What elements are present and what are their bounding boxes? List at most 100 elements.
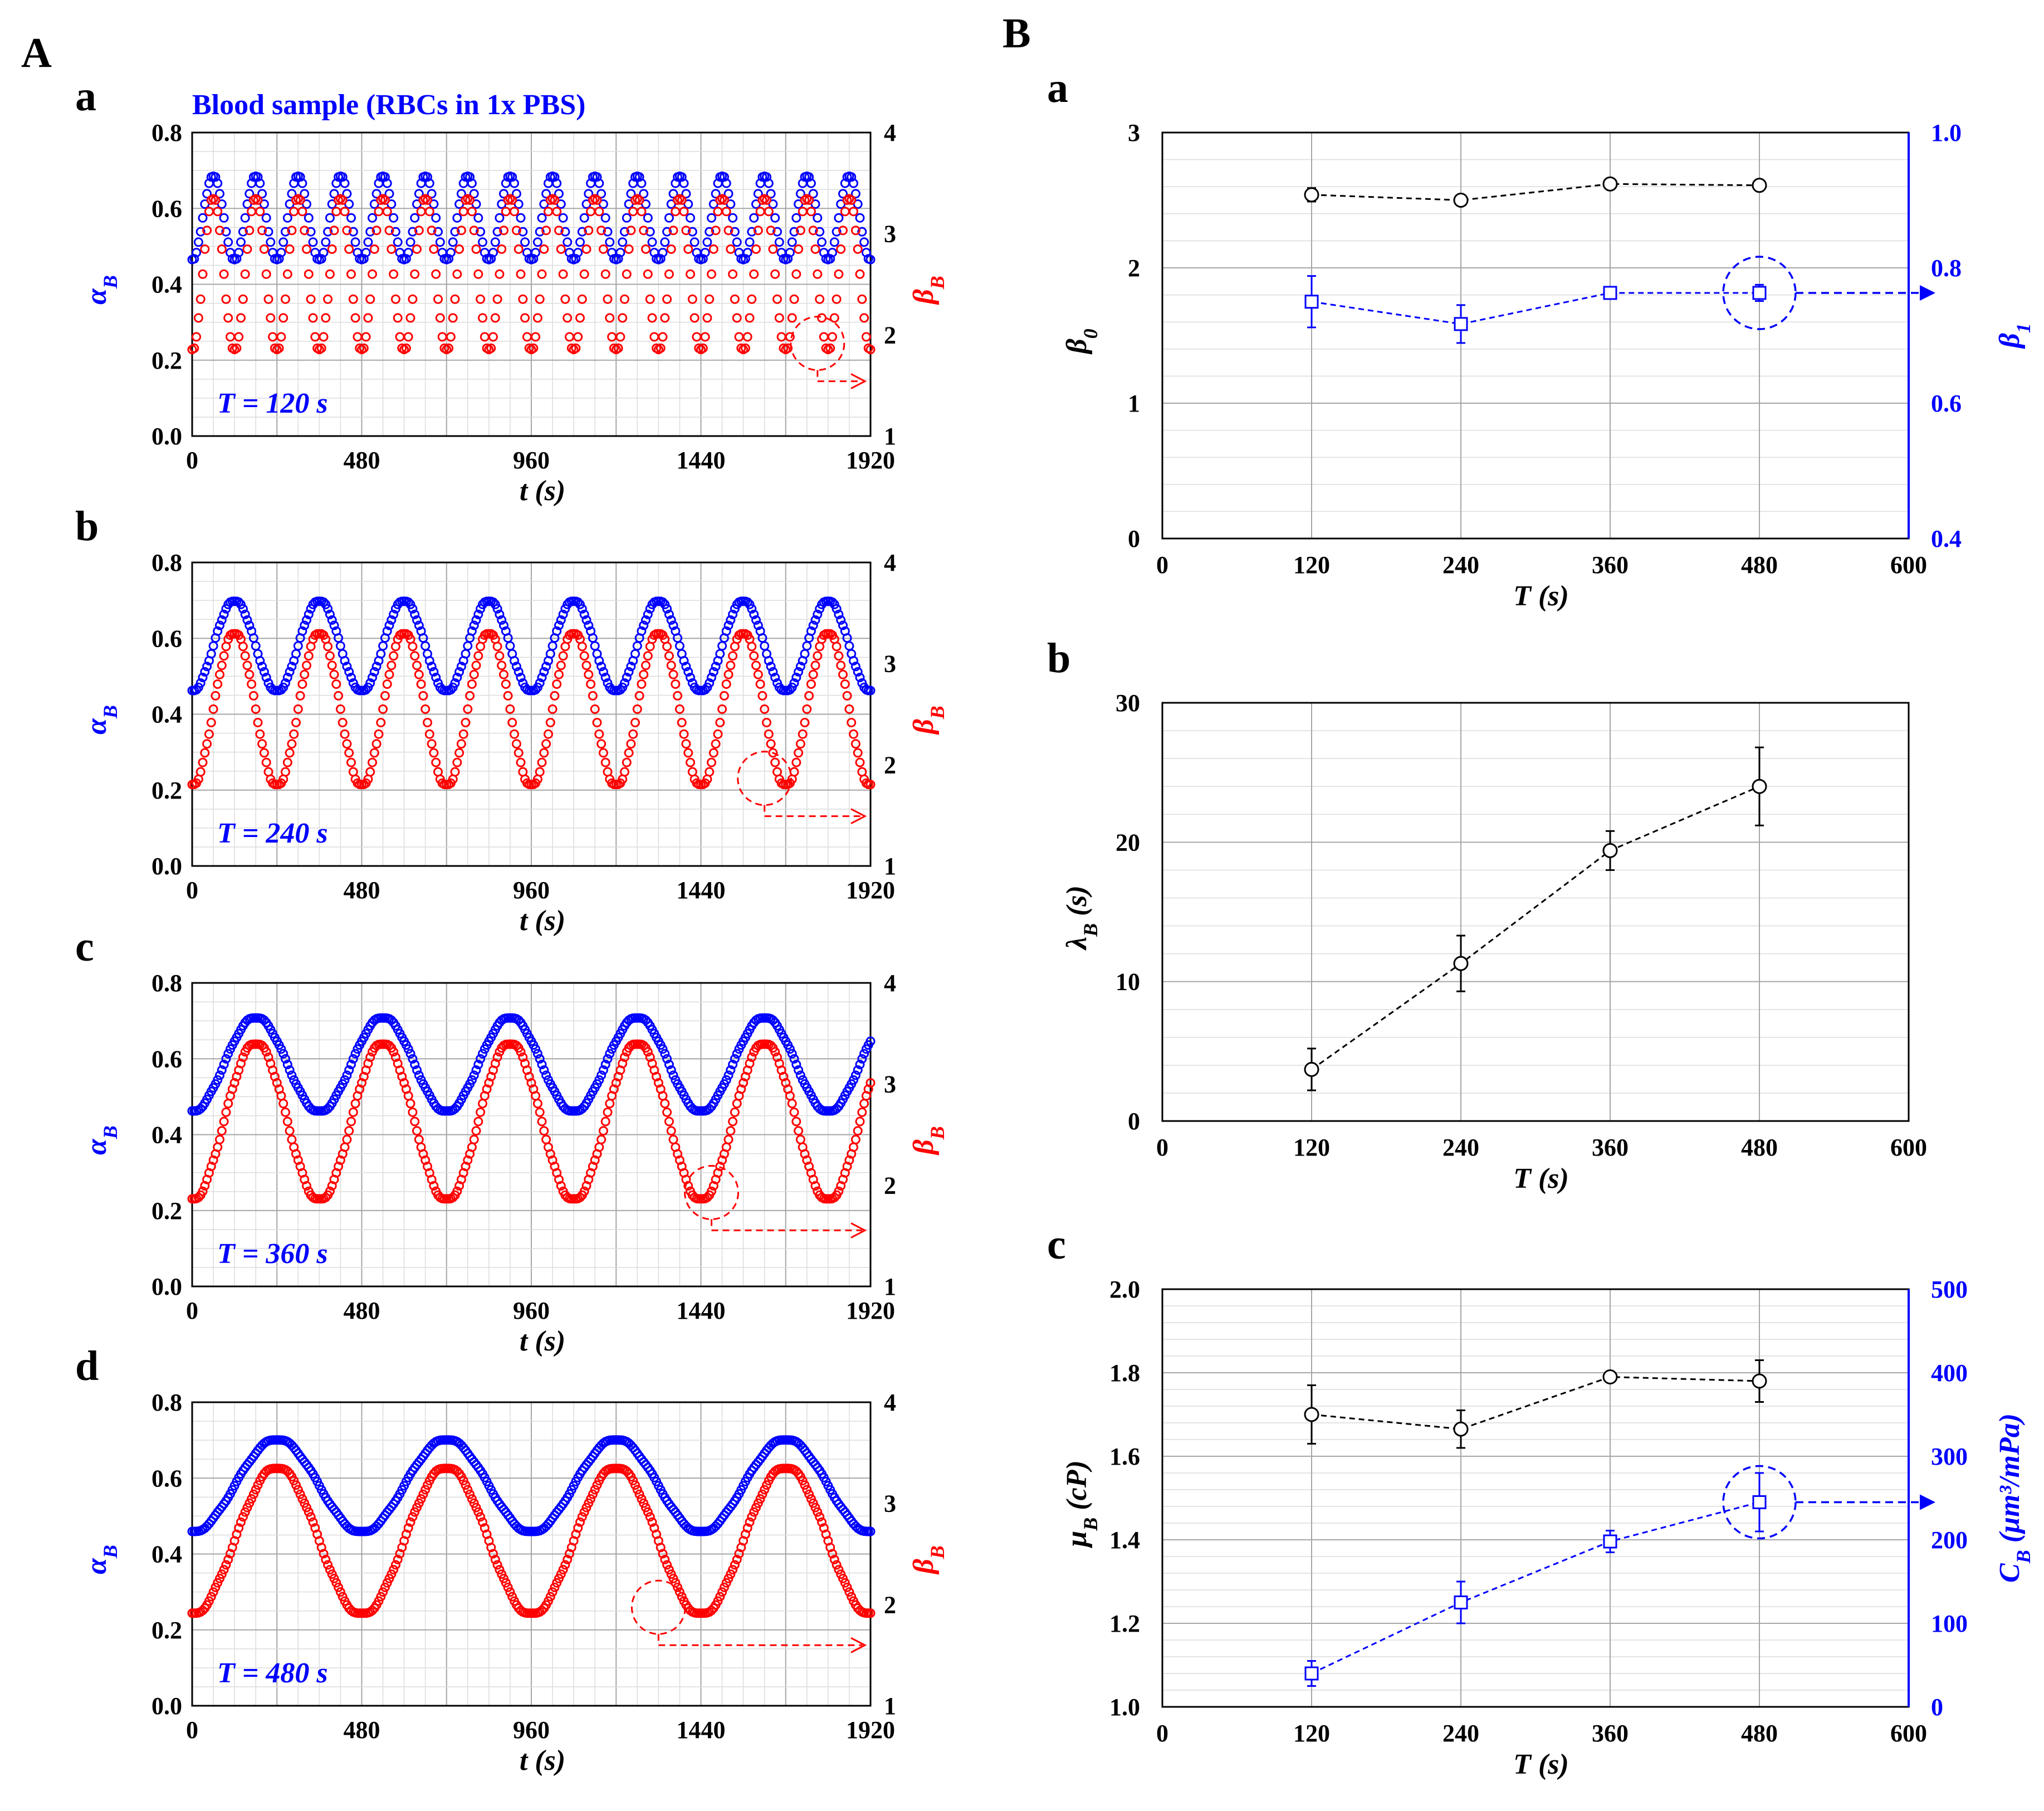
data-point	[1602, 1369, 1618, 1384]
data-point	[492, 1560, 502, 1570]
data-point	[1453, 193, 1469, 208]
data-point	[787, 313, 797, 323]
data-point	[446, 248, 456, 257]
x-tick-label: 0	[1156, 1720, 1168, 1747]
data-point	[390, 294, 400, 304]
data-point	[645, 294, 655, 304]
y-left-tick-label: 0.4	[151, 1541, 182, 1568]
y-left-tick-label: 1.4	[1109, 1526, 1140, 1554]
data-point	[755, 679, 765, 689]
data-point	[766, 1041, 776, 1050]
data-point	[713, 729, 723, 739]
data-point	[865, 1526, 876, 1536]
data-point	[297, 626, 307, 636]
data-point	[810, 660, 820, 670]
data-point	[637, 207, 647, 217]
data-point	[242, 615, 252, 625]
data-point	[785, 332, 795, 342]
data-point	[236, 1517, 246, 1527]
data-point	[666, 244, 676, 254]
data-point	[401, 343, 411, 353]
data-point	[573, 597, 583, 607]
data-point	[285, 748, 295, 758]
data-point	[584, 189, 594, 199]
x-axis-label: T (s)	[1513, 580, 1569, 612]
data-point	[323, 227, 333, 237]
data-point	[677, 1592, 687, 1602]
data-point	[304, 651, 314, 661]
data-point	[223, 1049, 233, 1059]
data-point	[1304, 295, 1319, 309]
data-point	[618, 313, 628, 323]
data-point	[581, 244, 591, 254]
data-point	[458, 729, 468, 739]
data-point	[389, 269, 399, 279]
data-point	[794, 748, 804, 758]
data-point	[789, 1107, 799, 1117]
x-tick-label: 960	[513, 1297, 550, 1324]
data-point	[732, 1099, 742, 1109]
data-point	[454, 244, 464, 254]
data-point	[596, 662, 607, 672]
subpanel-label: c	[1047, 1221, 1066, 1268]
data-point	[450, 227, 460, 237]
series-line	[1311, 183, 1760, 202]
data-point	[660, 1555, 670, 1564]
y-left-tick-label: 0.8	[151, 119, 182, 146]
data-point	[193, 313, 203, 323]
data-point	[437, 332, 447, 342]
data-point	[857, 294, 867, 304]
data-point	[410, 1117, 420, 1127]
data-point	[789, 227, 799, 237]
plot-frame	[1161, 702, 1910, 1122]
data-point	[476, 1054, 486, 1064]
data-point	[558, 269, 568, 279]
data-point	[836, 244, 846, 254]
data-point	[325, 1565, 335, 1575]
data-point	[389, 651, 399, 661]
chart-A-c: 0 480 960 1440 1920 0.0 0.2 0.4 0.6 0.8 1 2 3 4 t (s) α…	[75, 923, 948, 1357]
data-point	[558, 651, 568, 661]
data-point	[257, 1041, 267, 1050]
data-point	[732, 237, 742, 247]
data-point	[344, 667, 354, 677]
y-right-tick-label: 2	[884, 321, 896, 349]
data-point	[554, 189, 564, 199]
data-point	[849, 729, 858, 739]
data-point	[281, 227, 290, 237]
x-tick-label: 960	[513, 877, 550, 904]
data-point	[647, 313, 657, 323]
data-point	[259, 244, 269, 254]
data-point	[192, 248, 202, 257]
data-point	[223, 1555, 233, 1564]
data-point	[414, 669, 424, 679]
data-point	[1453, 956, 1469, 971]
data-point	[189, 343, 199, 353]
data-point	[723, 226, 734, 236]
data-point	[308, 1517, 318, 1527]
period-label: T = 360 s	[217, 1238, 328, 1270]
data-point	[1454, 317, 1468, 331]
data-point	[806, 207, 816, 217]
data-point	[456, 662, 466, 672]
data-point	[1454, 1595, 1468, 1609]
data-point	[857, 1054, 867, 1064]
data-point	[369, 667, 379, 677]
y-right-tick-label: 2	[884, 1172, 896, 1199]
y-left-axis-label: αB	[81, 1545, 121, 1574]
data-point	[594, 729, 604, 739]
data-point	[295, 1489, 305, 1499]
y-left-axis-label: αB	[81, 275, 121, 305]
chart-A-d: 0 480 960 1440 1920 0.0 0.2 0.4 0.6 0.8 1 2 3 4 t (s) α…	[75, 1343, 948, 1776]
data-point	[511, 662, 521, 672]
x-tick-label: 600	[1890, 1134, 1927, 1161]
data-point	[537, 269, 547, 279]
data-point	[325, 213, 335, 223]
data-point	[261, 213, 271, 223]
y-left-tick-label: 0.0	[151, 1692, 182, 1720]
plot-frame	[1161, 131, 1910, 540]
data-point	[600, 213, 610, 223]
data-point	[539, 1065, 549, 1075]
data-point	[276, 248, 286, 257]
data-point	[579, 609, 589, 619]
